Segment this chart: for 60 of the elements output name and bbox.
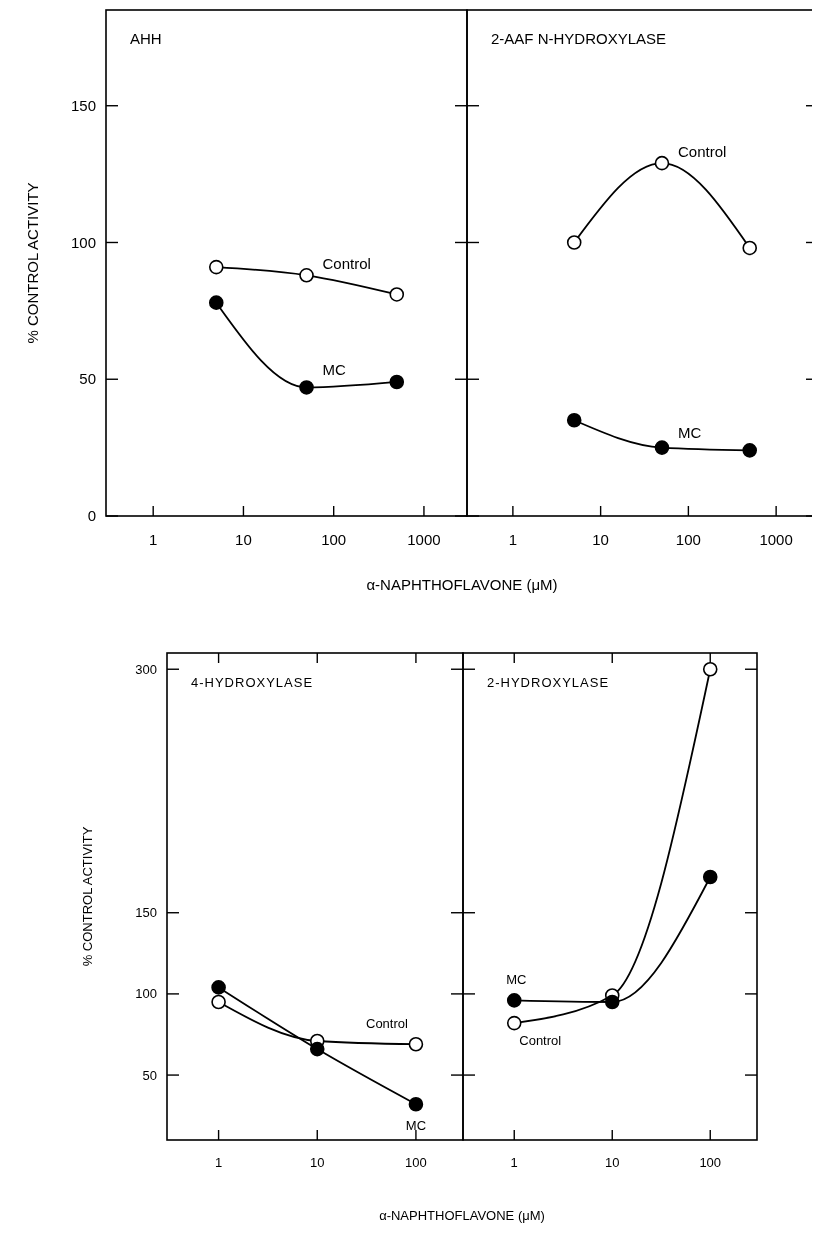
x-tick-label: 1 [510, 1155, 518, 1170]
series-label: Control [366, 1016, 409, 1032]
point [604, 994, 620, 1010]
point [211, 994, 226, 1010]
series-label: MC [322, 361, 347, 379]
point [506, 993, 522, 1008]
y-axis-title: % CONTROL ACTIVITY [24, 182, 41, 344]
x-tick-label: 1 [214, 1155, 223, 1170]
point [309, 1041, 325, 1057]
series-label: Control [677, 143, 727, 161]
point [208, 259, 224, 275]
y-tick-label: 0 [87, 507, 96, 525]
x-tick-label: 1 [149, 531, 158, 548]
x-tick-label: 10 [592, 531, 609, 548]
x-tick-label: 1 [508, 531, 518, 548]
y-tick-label: 150 [70, 96, 96, 114]
y-tick-label: 50 [79, 370, 96, 388]
point [408, 1096, 424, 1112]
y-axis-title: % CONTROL ACTIVITY [80, 826, 95, 967]
point [654, 155, 670, 171]
point [566, 235, 582, 250]
point [211, 980, 226, 995]
x-tick-label: 100 [405, 1155, 427, 1170]
point [654, 440, 670, 455]
y-tick-label: 100 [135, 986, 157, 1002]
point [506, 1015, 522, 1031]
series-label: Control [322, 255, 371, 273]
point [566, 412, 582, 428]
point [389, 374, 405, 390]
point [208, 295, 224, 310]
series-label: MC [677, 423, 702, 441]
x-tick-label: 10 [605, 1155, 620, 1170]
text: 2-HYDROXYLASE [487, 675, 610, 690]
x-axis-title: α-NAPHTHOFLAVONE (μM) [379, 1208, 545, 1223]
point [702, 869, 718, 885]
point [299, 380, 314, 395]
x-tick-label: 1000 [759, 531, 793, 548]
text: 2-AAF N-HYDROXYLASE [491, 30, 667, 47]
y-tick-label: 150 [135, 905, 157, 921]
series-label: MC [405, 1118, 427, 1134]
y-tick-label: 300 [135, 661, 157, 677]
point [702, 661, 718, 677]
point [299, 268, 314, 283]
point [389, 287, 405, 302]
x-tick-label: 10 [310, 1155, 325, 1170]
text: 4-HYDROXYLASE [191, 675, 314, 690]
x-tick-label: 100 [675, 531, 701, 548]
series-label: MC [506, 972, 527, 988]
x-axis-title: α-NAPHTHOFLAVONE (μM) [366, 576, 558, 593]
point [408, 1036, 424, 1052]
y-tick-label: 100 [70, 233, 96, 251]
x-tick-label: 100 [699, 1155, 722, 1170]
text: AHH [130, 30, 162, 47]
y-tick-label: 50 [142, 1067, 157, 1083]
series-label: Control [519, 1033, 562, 1049]
x-tick-label: 100 [321, 531, 347, 548]
x-tick-label: 10 [235, 531, 252, 548]
point [742, 443, 758, 458]
point [742, 240, 758, 256]
x-tick-label: 1000 [407, 531, 441, 548]
